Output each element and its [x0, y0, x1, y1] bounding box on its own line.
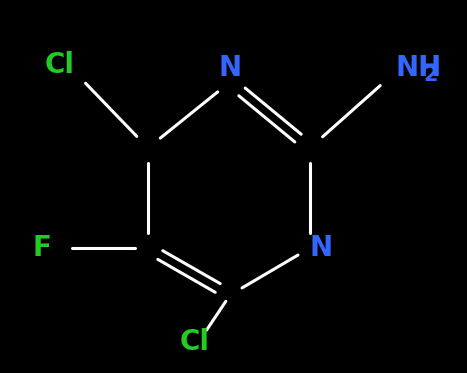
- Text: F: F: [33, 234, 51, 262]
- Text: Cl: Cl: [45, 51, 75, 79]
- Text: 2: 2: [423, 65, 438, 85]
- Text: Cl: Cl: [180, 328, 210, 356]
- Text: N: N: [219, 54, 241, 82]
- Text: N: N: [310, 234, 333, 262]
- Text: NH: NH: [395, 54, 441, 82]
